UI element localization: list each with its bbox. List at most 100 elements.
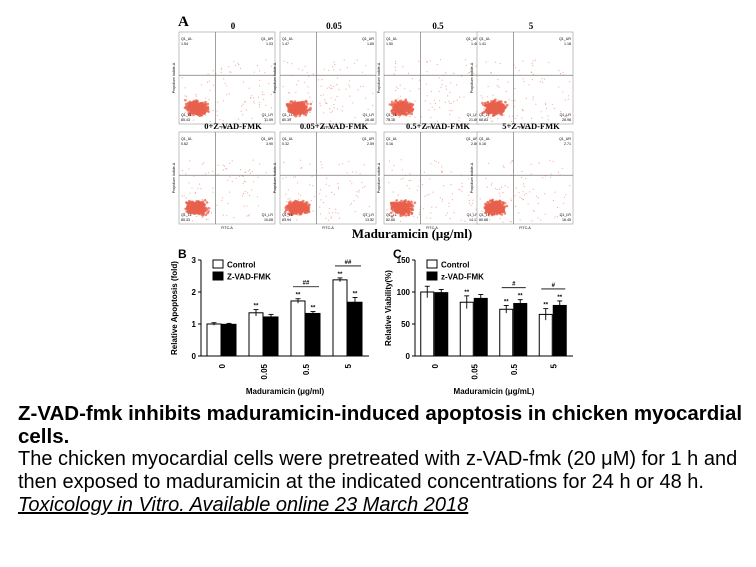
bar-control (499, 308, 514, 357)
event-dot (507, 186, 509, 188)
event-dot (497, 79, 499, 81)
event-dot (419, 180, 421, 182)
event-dot (368, 215, 371, 218)
event-dot (468, 178, 470, 180)
event-dot (408, 201, 412, 204)
event-dot (436, 63, 438, 66)
event-dot (495, 212, 499, 216)
event-dot (522, 110, 525, 112)
event-dot (184, 87, 186, 89)
event-dot (193, 209, 196, 212)
y-tick-label: 0 (192, 352, 197, 361)
event-dot (181, 77, 183, 79)
event-dot (410, 201, 412, 203)
event-dot (558, 86, 560, 88)
event-dot (505, 204, 509, 208)
event-dot (525, 97, 527, 99)
event-dot (426, 71, 428, 73)
event-dot (348, 80, 351, 82)
event-dot (300, 167, 302, 169)
event-dot (264, 72, 266, 74)
event-dot (496, 85, 498, 87)
event-dot (515, 67, 517, 69)
legend-swatch (212, 271, 224, 281)
event-dot (422, 208, 425, 210)
event-dot (311, 175, 313, 177)
event-dot (507, 81, 509, 83)
event-dot (323, 201, 325, 204)
event-dot (390, 211, 393, 215)
event-dot (569, 81, 571, 83)
x-tick-label: 5 (549, 363, 558, 368)
event-dot (237, 118, 240, 120)
event-dot (453, 72, 455, 74)
event-dot (191, 107, 194, 110)
event-dot (367, 108, 369, 110)
quadrant-ll-value: 85.33 (181, 218, 190, 222)
event-dot (501, 105, 504, 109)
event-dot (493, 103, 495, 105)
event-dot (186, 104, 190, 107)
event-dot (495, 112, 499, 115)
event-dot (491, 203, 495, 206)
event-dot (491, 101, 494, 104)
event-dot (320, 94, 322, 97)
event-dot (243, 180, 246, 182)
event-dot (306, 71, 308, 73)
event-dot (184, 95, 186, 97)
event-dot (331, 191, 333, 193)
event-dot (395, 62, 397, 65)
event-dot (205, 97, 207, 99)
event-dot (259, 79, 261, 81)
quadrant-ur-label: Q1_UR (466, 37, 478, 41)
quadrant-ul-value: 0.16 (386, 142, 393, 146)
event-dot (302, 100, 306, 104)
event-dot (192, 119, 195, 121)
axis-x-label: FITC-A (519, 126, 531, 130)
event-dot (297, 214, 299, 216)
event-dot (408, 179, 410, 182)
event-dot (181, 170, 184, 172)
event-dot (530, 117, 533, 119)
event-dot (441, 84, 443, 86)
event-dot (430, 90, 432, 93)
event-dot (404, 208, 406, 210)
event-dot (320, 199, 322, 201)
event-dot (261, 91, 263, 93)
event-dot (562, 91, 564, 93)
event-dot (203, 199, 207, 202)
event-dot (204, 109, 207, 113)
event-dot (228, 93, 230, 95)
quadrant-ll-label: Q1_LL (479, 213, 490, 217)
event-dot (537, 197, 540, 199)
event-dot (490, 117, 492, 119)
event-dot (510, 200, 512, 202)
event-dot (390, 103, 394, 107)
event-dot (320, 161, 322, 163)
event-dot (446, 212, 448, 214)
citation-link[interactable]: Toxicology in Vitro. Available online 23… (18, 494, 469, 516)
event-dot (464, 59, 466, 61)
event-dot (297, 204, 301, 208)
event-dot (248, 87, 250, 89)
event-dot (196, 105, 200, 108)
event-dot (401, 110, 404, 112)
event-dot (253, 100, 255, 103)
event-dot (184, 111, 186, 113)
event-dot (426, 217, 428, 219)
dot-plot-title: 0.5 (432, 21, 444, 31)
event-dot (510, 198, 512, 200)
event-dot (458, 120, 460, 122)
event-dot (290, 117, 292, 120)
event-dot (522, 191, 524, 193)
event-dot (461, 186, 463, 188)
event-dot (484, 202, 487, 206)
event-dot (341, 110, 343, 112)
event-dot (289, 107, 292, 111)
event-dot (310, 199, 312, 201)
event-dot (370, 218, 373, 220)
event-dot (511, 100, 513, 102)
event-dot (479, 198, 481, 200)
